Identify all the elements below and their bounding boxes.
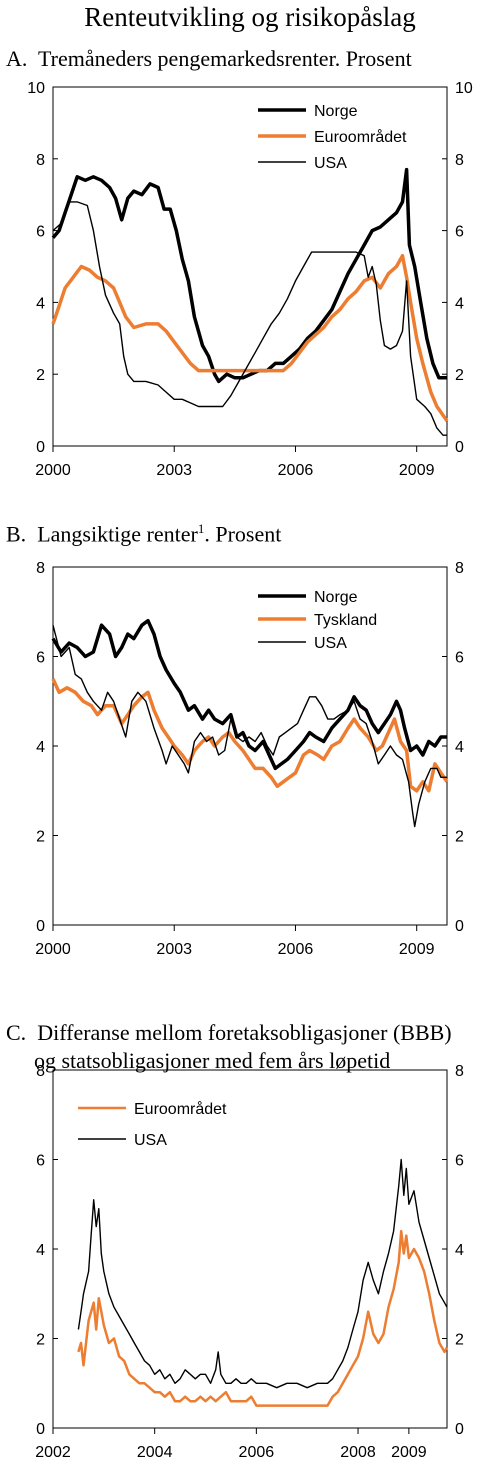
x-tick-label: 2004: [137, 1444, 173, 1461]
legend-label: Euroområdet: [314, 128, 407, 146]
panel-c-letter: C.: [6, 1020, 27, 1045]
y-tick-label-left: 8: [36, 560, 45, 577]
x-tick-label: 2009: [399, 462, 435, 479]
series-line-usa: [52, 625, 447, 828]
y-tick-label-right: 2: [455, 1332, 464, 1349]
y-tick-label-left: 4: [36, 295, 45, 312]
y-tick-label-right: 2: [455, 367, 464, 384]
panel-a-title-text: Tremåneders pengemarkedsrenter. Prosent: [38, 46, 412, 71]
x-tick-label: 2006: [239, 1444, 275, 1461]
series-line-usa: [77, 1158, 448, 1389]
y-tick-label-right: 6: [455, 224, 464, 241]
x-tick-label: 2002: [35, 1444, 71, 1461]
y-tick-label-left: 2: [36, 367, 45, 384]
y-tick-label-left: 4: [36, 1242, 45, 1259]
legend-label: Tyskland: [314, 612, 377, 629]
legend-label: Norge: [314, 103, 358, 120]
y-tick-label-right: 2: [455, 829, 464, 846]
series-line-usa: [52, 201, 447, 436]
legend-label: USA: [134, 1132, 167, 1149]
y-tick-label-left: 6: [36, 224, 45, 241]
panel-a-title: A. Tremåneders pengemarkedsrenter. Prose…: [6, 46, 412, 72]
panel-c-title-line2: og statsobligasjoner med fem års løpetid: [34, 1048, 391, 1073]
figure-title: Renteutvikling og risikopåslag: [84, 2, 416, 32]
x-tick-label: 2009: [391, 1444, 427, 1461]
y-tick-label-left: 8: [36, 1063, 45, 1080]
legend-label: Norge: [314, 589, 358, 606]
y-tick-label-right: 6: [455, 1153, 464, 1170]
panel-c-title: C. Differanse mellom foretaksobligasjone…: [6, 1020, 452, 1046]
y-tick-label-left: 0: [36, 918, 45, 935]
series-line-norge: [51, 167, 447, 384]
x-tick-label: 2000: [35, 941, 71, 958]
series-line-euroområdet: [77, 1229, 449, 1407]
y-tick-label-left: 2: [36, 1332, 45, 1349]
panel-b-footnote-marker: 1: [197, 521, 205, 536]
plot-frame: [52, 1069, 448, 1429]
legend-label: Euroområdet: [134, 1100, 227, 1118]
x-tick-label: 2006: [278, 941, 314, 958]
panel-b-title-suffix: . Prosent: [204, 521, 282, 547]
y-tick-label-left: 6: [36, 1153, 45, 1170]
x-tick-label: 2009: [399, 941, 435, 958]
x-tick-label: 2006: [278, 462, 314, 479]
panel-c-title-text: Differanse mellom foretaksobligasjoner (…: [37, 1020, 452, 1045]
y-tick-label-left: 10: [27, 80, 45, 97]
y-tick-label-right: 6: [455, 650, 464, 667]
y-tick-label-right: 0: [455, 439, 464, 456]
chart-panel-1: 0 0 2 2 4 4 6 6 8 8 2000 2003 2006 2009 Norge Tyskland U…: [35, 560, 464, 958]
series-line-tyskland: [51, 678, 449, 793]
panel-b-letter: B.: [6, 521, 27, 547]
y-tick-label-right: 0: [455, 918, 464, 935]
y-tick-label-right: 4: [455, 739, 464, 756]
plot-frame: [52, 86, 448, 447]
y-tick-label-right: 0: [455, 1421, 464, 1438]
y-tick-label-left: 8: [36, 152, 45, 169]
y-tick-label-right: 10: [455, 80, 473, 97]
legend-label: USA: [314, 635, 347, 652]
y-tick-label-right: 4: [455, 295, 464, 312]
panel-a-letter: A.: [6, 46, 28, 71]
y-tick-label-left: 4: [36, 739, 45, 756]
x-tick-label: 2003: [156, 941, 192, 958]
y-tick-label-left: 2: [36, 829, 45, 846]
y-tick-label-left: 0: [36, 439, 45, 456]
y-tick-label-left: 0: [36, 1421, 45, 1438]
legend-label: USA: [314, 155, 347, 172]
x-tick-label: 2003: [156, 462, 192, 479]
chart-panel-2: 0 0 2 2 4 4 6 6 8 8 2002 2004 2006 2008 2009 Euroområde…: [35, 1063, 464, 1461]
chart-panel-0: 0 0 2 2 4 4 6 6 8 8 10 10 2000 2003 2006 2009 Norge Euroo…: [27, 80, 473, 479]
y-tick-label-right: 8: [455, 152, 464, 169]
x-tick-label: 2008: [340, 1444, 376, 1461]
series-line-norge: [51, 618, 447, 771]
series-line-euroområdet: [51, 253, 449, 422]
y-tick-label-right: 4: [455, 1242, 464, 1259]
x-tick-label: 2000: [35, 462, 71, 479]
y-tick-label-left: 6: [36, 650, 45, 667]
panel-b-title: B. Langsiktige renter1. Prosent: [6, 516, 281, 547]
y-tick-label-right: 8: [455, 1063, 464, 1080]
panel-b-title-text: Langsiktige renter: [37, 521, 198, 547]
y-tick-label-right: 8: [455, 560, 464, 577]
